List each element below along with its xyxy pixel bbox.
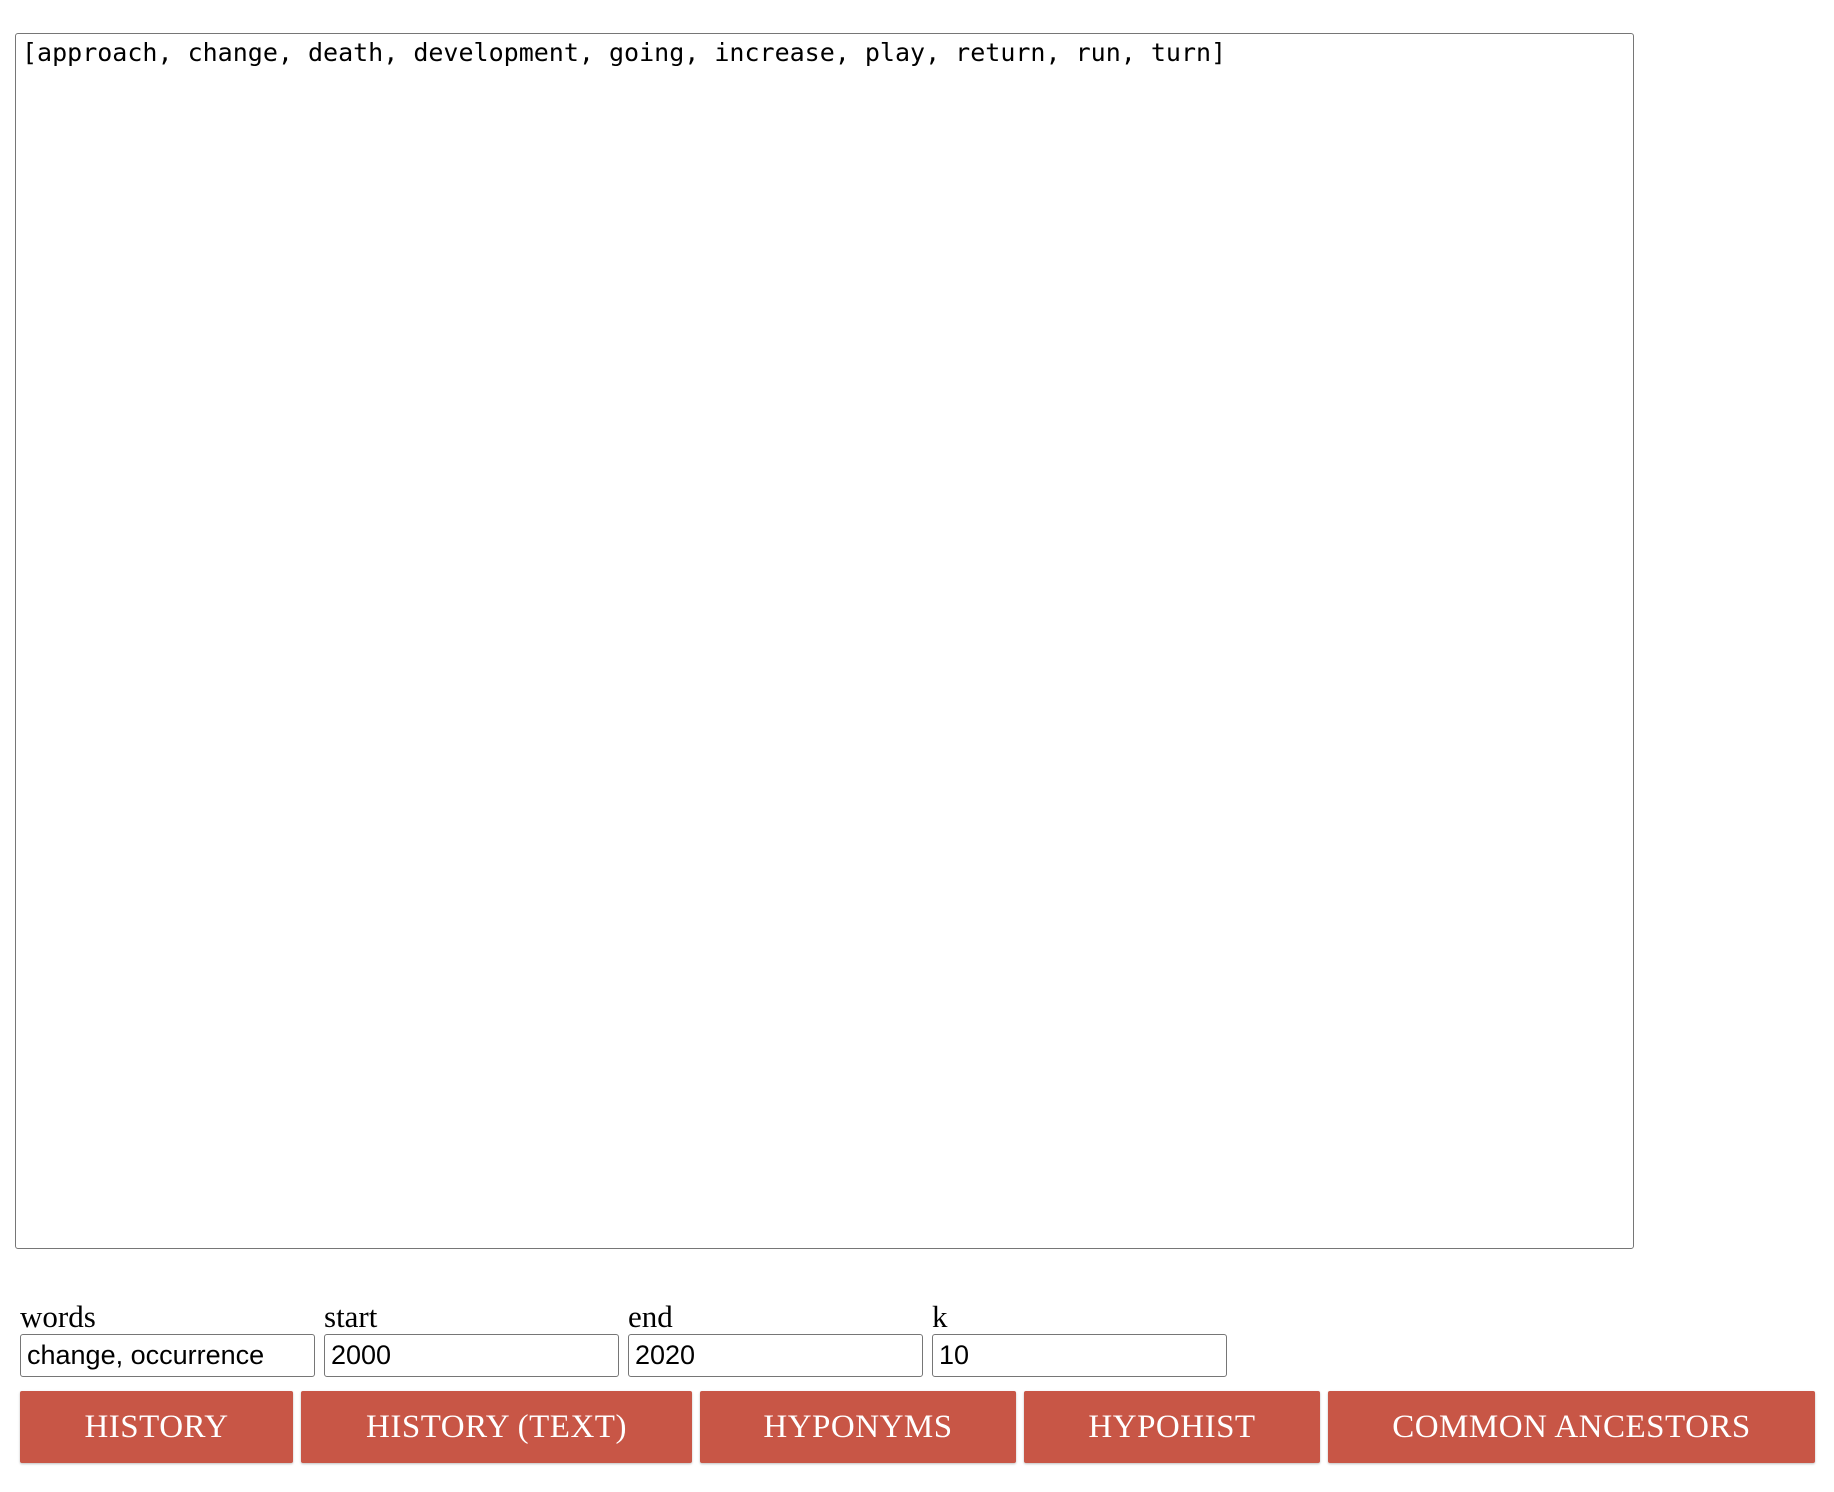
hypohist-button[interactable]: HYPOHIST [1024, 1391, 1320, 1463]
start-field: start [324, 1300, 619, 1377]
common-ancestors-button[interactable]: COMMON ANCESTORS [1328, 1391, 1815, 1463]
end-field: end [628, 1300, 923, 1377]
history-text-button[interactable]: HISTORY (TEXT) [301, 1391, 692, 1463]
start-input[interactable] [324, 1334, 619, 1377]
history-button[interactable]: HISTORY [20, 1391, 293, 1463]
k-label: k [932, 1299, 948, 1334]
start-label: start [324, 1299, 378, 1334]
end-input[interactable] [628, 1334, 923, 1377]
hyponyms-button[interactable]: HYPONYMS [700, 1391, 1016, 1463]
end-label: end [628, 1299, 673, 1334]
words-label: words [20, 1299, 96, 1334]
words-input[interactable] [20, 1334, 315, 1377]
k-input[interactable] [932, 1334, 1227, 1377]
k-field: k [932, 1300, 1227, 1377]
results-textarea[interactable]: [approach, change, death, development, g… [15, 33, 1634, 1249]
words-field: words [20, 1300, 315, 1377]
